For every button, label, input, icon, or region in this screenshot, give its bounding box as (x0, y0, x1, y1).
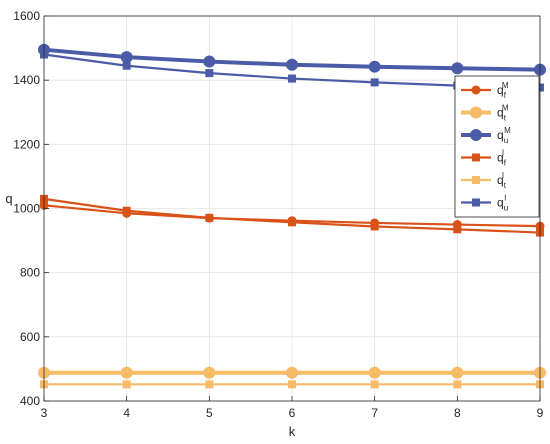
legend-label-sup: M (502, 104, 509, 113)
data-point (370, 222, 379, 231)
legend-label-sub: f (504, 91, 507, 100)
legend-entry: qfM (461, 81, 509, 100)
legend-label: qfI (497, 149, 507, 168)
legend-label-sup: I (502, 149, 504, 158)
y-tick-label: 1400 (13, 73, 40, 87)
legend-label-base: q (497, 151, 504, 165)
data-point (122, 206, 131, 215)
data-point (203, 366, 216, 379)
data-point (453, 380, 462, 389)
legend-label: qtM (497, 104, 509, 123)
y-tick-label: 800 (20, 266, 40, 280)
legend-label-sup: I (502, 171, 504, 180)
data-point (288, 218, 296, 227)
data-point (205, 213, 214, 222)
axis-ticks: 3 4 5 6 7 8 9 400 600 800 1000 1200 1400 1600 (13, 9, 543, 420)
data-point (368, 366, 381, 379)
legend-entry: quM (461, 126, 511, 145)
legend-label: quI (497, 194, 508, 213)
legend-swatch-marker (472, 198, 480, 207)
legend-label: qfM (497, 81, 509, 100)
data-point (451, 366, 464, 379)
legend-label-sub: t (504, 114, 507, 123)
legend-entry: qfI (461, 149, 507, 168)
x-tick-label: 6 (289, 406, 296, 420)
legend-label-sup: M (502, 81, 509, 90)
legend-swatch-marker (472, 153, 480, 162)
legend-label-sup: M (504, 126, 511, 135)
data-point (368, 60, 381, 73)
data-point (122, 61, 131, 70)
data-point (286, 58, 298, 71)
legend-label-sup: I (504, 194, 506, 203)
data-point (453, 225, 462, 234)
legend-label-base: q (497, 83, 504, 97)
legend-swatch-marker (470, 106, 482, 119)
legend-entry: quI (461, 194, 508, 213)
legend-swatch-marker (472, 176, 480, 184)
data-point (370, 380, 379, 389)
y-tick-label: 1600 (13, 9, 40, 23)
legend-label-sub: t (504, 181, 507, 190)
data-point (203, 55, 216, 68)
x-tick-label: 9 (537, 406, 544, 420)
data-point (286, 366, 298, 379)
data-point (288, 74, 296, 83)
data-point (205, 69, 214, 78)
x-tick-label: 5 (206, 406, 213, 420)
legend-entry: qtI (461, 171, 507, 190)
series-layer (38, 43, 546, 389)
y-tick-label: 1200 (13, 137, 40, 151)
data-point (370, 78, 379, 87)
data-point (120, 51, 133, 64)
data-point (205, 380, 214, 389)
legend-label-sub: f (504, 159, 507, 168)
legend-label-base: q (497, 196, 504, 210)
legend-label-base: q (497, 106, 504, 120)
legend-label-base: q (497, 173, 504, 187)
x-tick-label: 4 (123, 406, 130, 420)
legend-swatch-marker (470, 129, 482, 141)
data-point (120, 366, 133, 379)
data-point (288, 380, 296, 389)
legend-label-base: q (497, 128, 504, 142)
y-tick-label: 1000 (13, 202, 40, 216)
x-tick-label: 8 (454, 406, 461, 420)
legend-entry: qtM (461, 104, 509, 123)
data-point (451, 62, 464, 75)
y-axis-label: q (5, 191, 12, 206)
y-tick-label: 400 (20, 394, 40, 408)
x-tick-label: 3 (41, 406, 48, 420)
legend-swatch-marker (471, 85, 481, 95)
legend-box (454, 75, 540, 218)
legend-label-sub: u (504, 204, 508, 213)
y-tick-label: 600 (20, 330, 40, 344)
legend-label-sub: u (504, 136, 508, 145)
legend-label: quM (497, 126, 511, 145)
x-axis-label: k (289, 424, 296, 439)
legend-label: qtI (497, 171, 507, 190)
data-point (122, 380, 131, 389)
x-tick-label: 7 (371, 406, 378, 420)
